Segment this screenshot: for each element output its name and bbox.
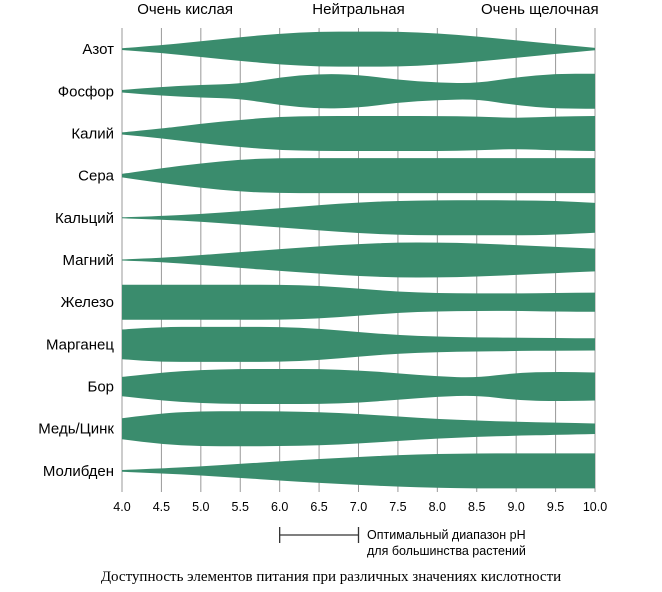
- optimal-range-bracket: [279, 527, 360, 543]
- nutrient-band: [122, 411, 595, 447]
- nutrient-band: [122, 116, 595, 151]
- acidity-zone-label: Нейтральная: [312, 1, 404, 18]
- nutrient-label: Медь/Цинк: [38, 421, 114, 438]
- x-tick-label: 6.5: [310, 500, 327, 514]
- nutrient-band: [122, 242, 595, 278]
- nutrient-label: Молибден: [43, 463, 114, 480]
- nutrient-bands: [122, 31, 595, 489]
- x-tick-label: 9.0: [507, 500, 524, 514]
- nutrient-label: Железо: [61, 294, 114, 311]
- nutrient-band: [122, 326, 595, 362]
- nutrient-label: Фосфор: [58, 83, 114, 100]
- x-tick-label: 5.0: [192, 500, 209, 514]
- x-tick-label: 4.0: [113, 500, 130, 514]
- nutrient-row-labels: Азот Фосфор Калий Сера Кальций Магний Железо Ма…: [38, 41, 114, 480]
- nutrient-band: [122, 158, 595, 194]
- nutrient-label: Бор: [87, 379, 114, 396]
- optimal-range-label-line2: для большинства растений: [367, 544, 526, 558]
- acidity-zone-labels: Очень кислая Нейтральная Очень щелочная: [137, 1, 598, 18]
- acidity-zone-label: Очень кислая: [137, 1, 233, 18]
- nutrient-band: [122, 453, 595, 489]
- nutrient-band: [122, 73, 595, 109]
- x-tick-label: 6.0: [271, 500, 288, 514]
- x-axis-tick-labels: 4.0 4.5 5.0 5.5 6.0 6.5 7.0 7.5 8.0 8.5 9.0 9.5 10.0: [113, 500, 607, 514]
- nutrient-label: Марганец: [46, 336, 114, 353]
- x-tick-label: 8.5: [468, 500, 485, 514]
- x-tick-label: 7.5: [389, 500, 406, 514]
- x-tick-label: 5.5: [232, 500, 249, 514]
- nutrient-label: Калий: [71, 125, 114, 142]
- nutrient-label: Азот: [82, 41, 114, 58]
- nutrient-band: [122, 200, 595, 236]
- nutrient-band: [122, 369, 595, 404]
- x-tick-label: 10.0: [583, 500, 607, 514]
- chart-caption: Доступность элементов питания при различ…: [100, 569, 562, 585]
- x-tick-label: 8.0: [429, 500, 446, 514]
- x-tick-label: 4.5: [153, 500, 170, 514]
- ph-availability-chart: Очень кислая Нейтральная Очень щелочная Аз…: [38, 1, 607, 558]
- optimal-range-label-line1: Оптимальный диапазон pH: [367, 528, 526, 542]
- nutrient-band: [122, 31, 595, 67]
- nutrient-band: [122, 284, 595, 320]
- nutrient-label: Сера: [78, 168, 115, 185]
- nutrient-label: Магний: [62, 252, 114, 269]
- x-tick-label: 9.5: [547, 500, 564, 514]
- acidity-zone-label: Очень щелочная: [481, 1, 599, 18]
- x-tick-label: 7.0: [350, 500, 367, 514]
- nutrient-label: Кальций: [55, 210, 114, 227]
